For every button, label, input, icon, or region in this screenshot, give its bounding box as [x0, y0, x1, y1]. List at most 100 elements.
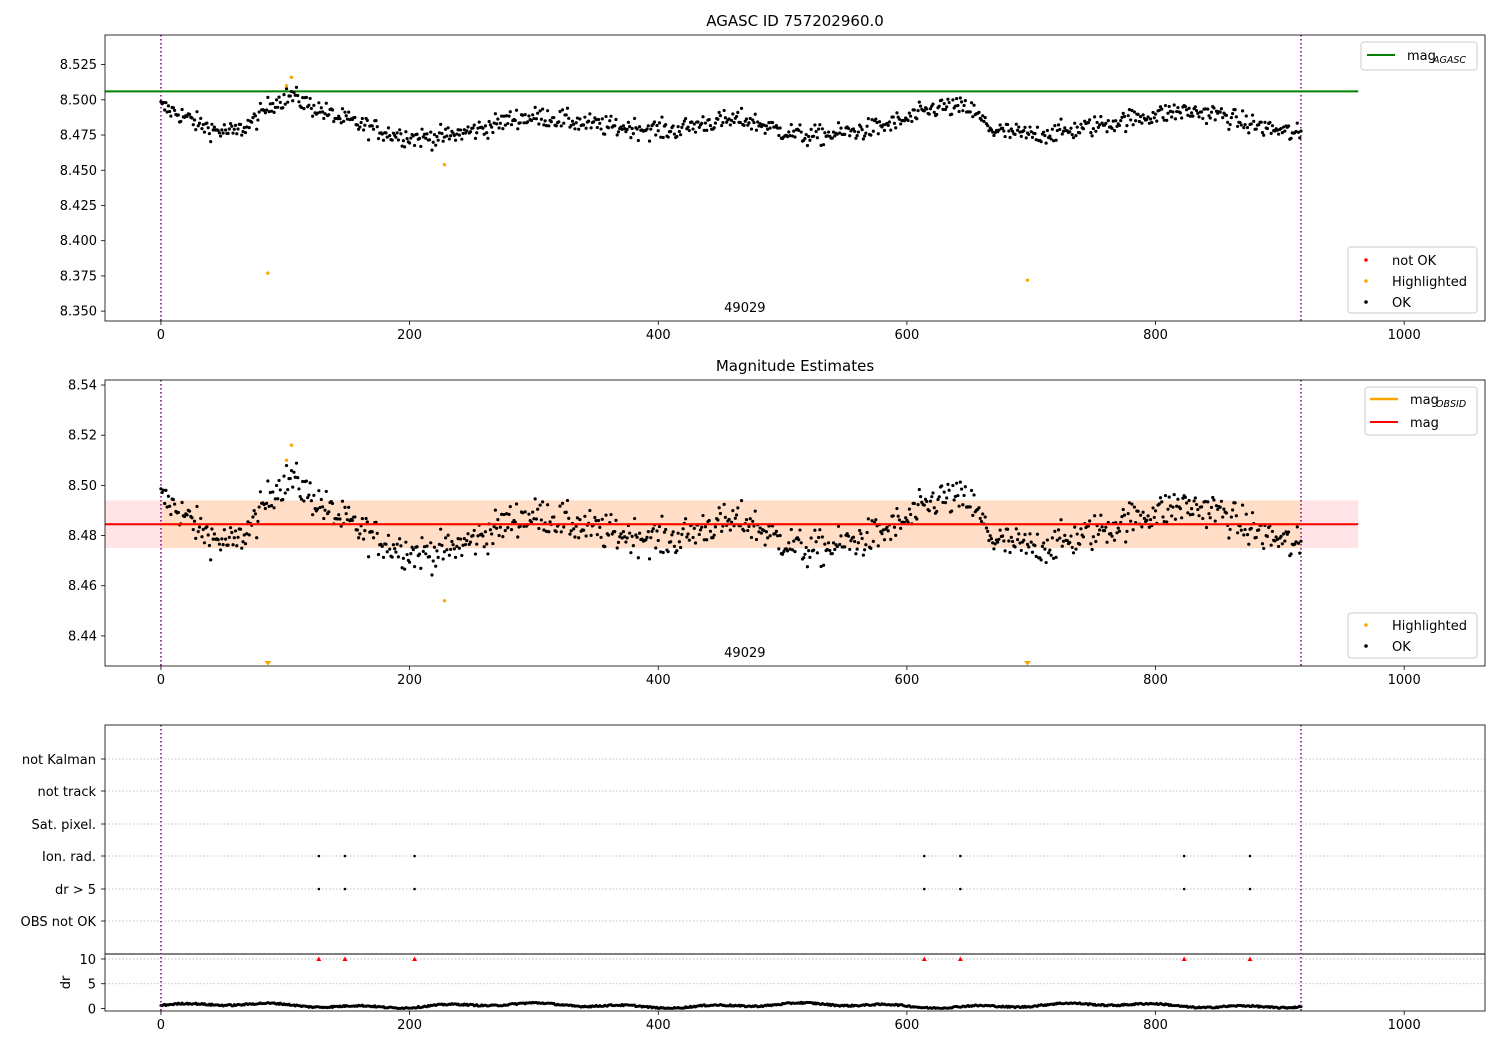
ok-point: [327, 113, 331, 117]
ok-point: [358, 532, 362, 536]
ok-point: [1136, 112, 1140, 116]
ok-point: [1206, 500, 1210, 504]
obsid-label: 49029: [724, 646, 765, 661]
ok-point: [981, 114, 985, 118]
ok-point: [882, 538, 887, 542]
ok-point: [435, 549, 439, 553]
ok-point: [1001, 126, 1005, 130]
ok-point: [473, 552, 478, 556]
ok-point: [863, 548, 867, 552]
ok-point: [767, 121, 771, 125]
ok-point: [1249, 526, 1253, 530]
ok-point: [877, 120, 882, 124]
category-label: Sat. pixel.: [32, 818, 96, 833]
ok-point: [1048, 548, 1052, 552]
ok-point: [411, 134, 415, 138]
ok-point: [1243, 527, 1247, 532]
ok-point: [1029, 130, 1033, 134]
ok-point: [274, 483, 279, 488]
ok-point: [1188, 114, 1192, 118]
ok-point: [407, 560, 412, 564]
ok-point: [457, 546, 461, 550]
ok-point: [705, 128, 709, 132]
ok-point: [446, 533, 450, 537]
ok-point: [1172, 103, 1176, 107]
ok-point: [1275, 537, 1279, 542]
chart-title: Magnitude Estimates: [716, 357, 874, 375]
ok-point: [205, 525, 209, 529]
ok-point: [1059, 117, 1063, 121]
ok-point: [302, 499, 306, 503]
legend-marker: [1364, 623, 1368, 627]
ok-point: [1252, 119, 1256, 123]
ok-point: [1117, 529, 1122, 533]
ok-point: [645, 127, 649, 131]
dr-outlier-marker: [342, 956, 348, 961]
ok-point: [656, 129, 660, 133]
ok-point: [1247, 542, 1251, 546]
ok-point: [1034, 138, 1038, 142]
ok-point: [584, 534, 588, 538]
ok-point: [629, 136, 633, 140]
ok-point: [977, 506, 981, 510]
ok-point: [169, 512, 173, 517]
ok-point: [666, 550, 670, 554]
ok-point: [680, 532, 684, 537]
ok-point: [1027, 545, 1031, 549]
ok-point: [1126, 114, 1130, 118]
ok-point: [1091, 127, 1095, 131]
ok-point: [570, 119, 575, 123]
ok-point: [917, 487, 921, 492]
ok-point: [983, 515, 987, 519]
ok-point: [1194, 108, 1199, 113]
ok-point: [676, 531, 680, 535]
ok-point: [746, 123, 750, 127]
ok-point: [1147, 525, 1151, 529]
ok-point: [1030, 550, 1035, 554]
ok-point: [497, 533, 501, 538]
ok-point: [359, 120, 363, 125]
ok-point: [856, 130, 861, 134]
ok-point: [268, 490, 272, 495]
ok-point: [1051, 556, 1056, 560]
ok-point: [502, 114, 506, 118]
ok-point: [1051, 139, 1056, 143]
ok-point: [337, 513, 341, 517]
ok-point: [1243, 123, 1247, 127]
ok-point: [1104, 525, 1108, 529]
ok-point: [698, 528, 703, 532]
ok-point: [492, 121, 496, 125]
ok-point: [1167, 104, 1171, 109]
ok-point: [707, 518, 711, 523]
ok-point: [754, 537, 759, 542]
legend-box: [1360, 41, 1478, 71]
ok-point: [1160, 107, 1164, 111]
ok-point: [971, 513, 975, 518]
ok-point: [263, 111, 267, 115]
ok-point: [807, 549, 811, 553]
ok-point: [904, 516, 908, 520]
ok-point: [835, 132, 839, 136]
ok-point: [475, 542, 479, 546]
ok-point: [716, 518, 720, 522]
ok-point: [544, 529, 548, 534]
ok-point: [444, 127, 448, 131]
ok-point: [187, 112, 192, 116]
ok-point: [1129, 118, 1133, 122]
ok-point: [422, 545, 427, 549]
ok-point: [485, 131, 489, 135]
ok-point: [371, 536, 376, 540]
ok-point: [342, 119, 346, 123]
ok-point: [161, 488, 166, 492]
ok-point: [849, 539, 853, 543]
ok-point: [394, 135, 398, 139]
ok-point: [381, 138, 386, 142]
ok-point: [288, 94, 292, 98]
ok-point: [434, 143, 438, 147]
ok-point: [271, 101, 275, 106]
ok-point: [507, 114, 511, 118]
ok-point: [950, 112, 954, 116]
ok-point: [1228, 122, 1232, 127]
ok-point: [930, 495, 934, 499]
ok-point: [1259, 120, 1263, 124]
